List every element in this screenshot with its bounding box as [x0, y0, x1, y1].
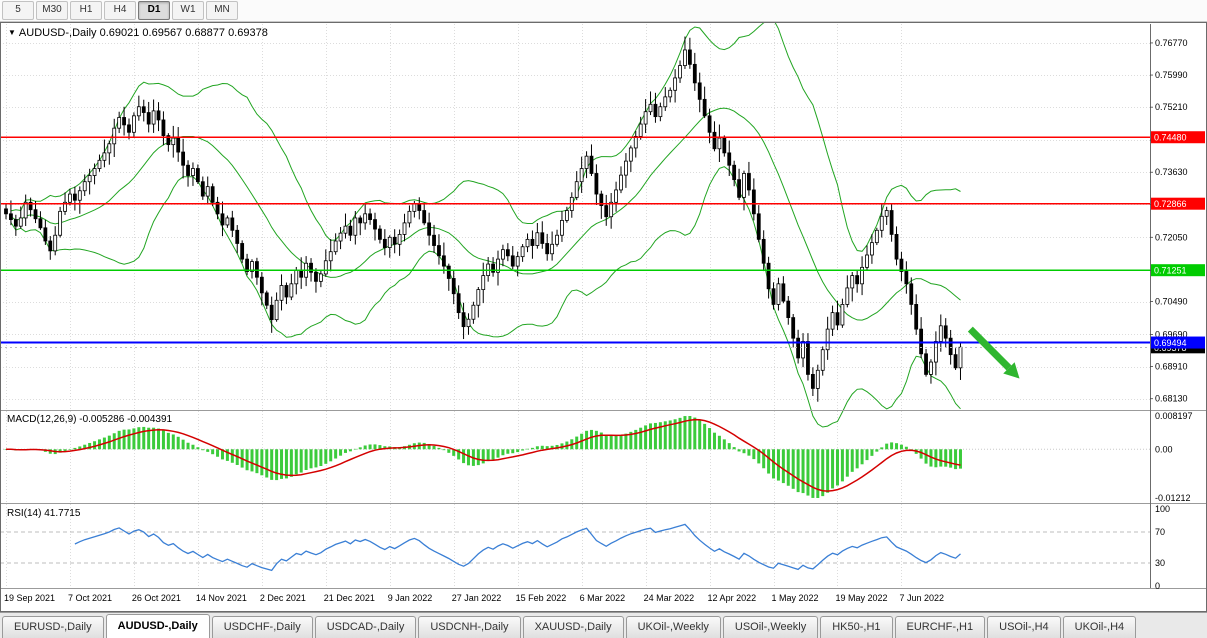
svg-text:15 Feb 2022: 15 Feb 2022 — [516, 593, 567, 603]
svg-text:14 Nov 2021: 14 Nov 2021 — [196, 593, 247, 603]
svg-text:19 May 2022: 19 May 2022 — [835, 593, 887, 603]
svg-text:12 Apr 2022: 12 Apr 2022 — [708, 593, 757, 603]
svg-text:2 Dec 2021: 2 Dec 2021 — [260, 593, 306, 603]
svg-text:0.00: 0.00 — [1155, 444, 1173, 454]
svg-text:26 Oct 2021: 26 Oct 2021 — [132, 593, 181, 603]
svg-text:0.73630: 0.73630 — [1155, 167, 1188, 177]
rsi-level-lines — [0, 531, 1150, 564]
svg-text:30: 30 — [1155, 558, 1165, 568]
chart-tab-ukoil-h4[interactable]: UKOil-,H4 — [1062, 616, 1137, 638]
svg-text:0.69690: 0.69690 — [1155, 329, 1188, 339]
timeframe-button-h1[interactable]: H1 — [70, 1, 102, 20]
svg-text:1 May 2022: 1 May 2022 — [772, 593, 819, 603]
chart-tab-usdcad-daily[interactable]: USDCAD-,Daily — [314, 616, 417, 638]
svg-text:70: 70 — [1155, 527, 1165, 537]
macd-histogram — [4, 416, 962, 498]
svg-text:0.71251: 0.71251 — [1154, 266, 1187, 276]
svg-text:0.008197: 0.008197 — [1155, 411, 1193, 421]
svg-text:0: 0 — [1155, 581, 1160, 591]
candlesticks — [4, 36, 963, 402]
chart-tab-xauusd-daily[interactable]: XAUUSD-,Daily — [522, 616, 624, 638]
svg-text:19 Sep 2021: 19 Sep 2021 — [4, 593, 55, 603]
macd-signal-line — [6, 418, 961, 492]
svg-text:24 Mar 2022: 24 Mar 2022 — [644, 593, 695, 603]
svg-text:0.72866: 0.72866 — [1154, 199, 1187, 209]
svg-text:0.72050: 0.72050 — [1155, 232, 1188, 242]
svg-text:0.68910: 0.68910 — [1155, 362, 1188, 372]
svg-text:21 Dec 2021: 21 Dec 2021 — [324, 593, 375, 603]
svg-text:0.75210: 0.75210 — [1155, 102, 1188, 112]
timeframe-button-5[interactable]: 5 — [2, 1, 34, 20]
chart-tab-hk50-h1[interactable]: HK50-,H1 — [820, 616, 893, 638]
svg-text:7 Oct 2021: 7 Oct 2021 — [68, 593, 112, 603]
chart-tab-usoil-weekly[interactable]: USOil-,Weekly — [722, 616, 819, 638]
svg-text:6 Mar 2022: 6 Mar 2022 — [580, 593, 626, 603]
timeframe-button-mn[interactable]: MN — [206, 1, 238, 20]
chart-tab-ukoil-weekly[interactable]: UKOil-,Weekly — [625, 616, 721, 638]
chart-tab-eurusd-daily[interactable]: EURUSD-,Daily — [2, 616, 104, 638]
svg-text:0.75990: 0.75990 — [1155, 70, 1188, 80]
date-axis: 19 Sep 2021 7 Oct 2021 26 Oct 2021 14 Nov 2… — [4, 593, 944, 603]
timeframe-button-m30[interactable]: M30 — [36, 1, 68, 20]
chart-area: 0.76770 0.75990 0.75210 0.73630 0.72050 0.704… — [0, 22, 1207, 612]
horizontal-level-lines — [0, 136, 1150, 348]
timeframe-button-w1[interactable]: W1 — [172, 1, 204, 20]
svg-text:-0.01212: -0.01212 — [1155, 493, 1191, 503]
chart-tab-audusd-daily[interactable]: AUDUSD-,Daily — [105, 614, 210, 638]
svg-text:100: 100 — [1155, 504, 1170, 514]
svg-text:0.70490: 0.70490 — [1155, 297, 1188, 307]
svg-text:7 Jun 2022: 7 Jun 2022 — [899, 593, 944, 603]
frame — [0, 22, 1207, 612]
price-axis: 0.76770 0.75990 0.75210 0.73630 0.72050 0.704… — [1150, 38, 1188, 404]
price-chart-svg[interactable]: 0.76770 0.75990 0.75210 0.73630 0.72050 0.704… — [0, 22, 1207, 612]
timeframe-toolbar: 5 M30 H1 H4 D1 W1 MN — [0, 0, 1207, 22]
trend-arrow[interactable] — [967, 326, 1020, 379]
rsi-line — [74, 523, 961, 572]
svg-text:0.76770: 0.76770 — [1155, 38, 1188, 48]
svg-text:9 Jan 2022: 9 Jan 2022 — [388, 593, 433, 603]
chart-tab-usdcnh-daily[interactable]: USDCNH-,Daily — [418, 616, 521, 638]
chart-tabs-bar: EURUSD-,Daily AUDUSD-,Daily USDCHF-,Daily U… — [0, 612, 1207, 638]
svg-text:27 Jan 2022: 27 Jan 2022 — [452, 593, 502, 603]
chart-tab-eurchf-h1[interactable]: EURCHF-,H1 — [894, 616, 986, 638]
chart-tab-usoil-h4[interactable]: USOil-,H4 — [987, 616, 1061, 638]
svg-text:0.68130: 0.68130 — [1155, 394, 1188, 404]
chart-tab-usdchf-daily[interactable]: USDCHF-,Daily — [211, 616, 313, 638]
timeframe-button-h4[interactable]: H4 — [104, 1, 136, 20]
svg-text:0.74480: 0.74480 — [1154, 133, 1187, 143]
timeframe-button-d1[interactable]: D1 — [138, 1, 170, 20]
svg-text:0.69494: 0.69494 — [1154, 338, 1187, 348]
